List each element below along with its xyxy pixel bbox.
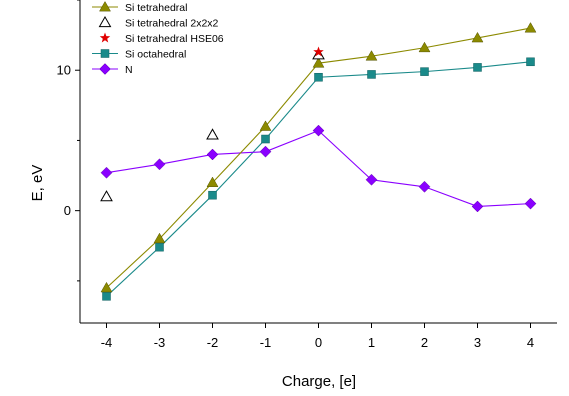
legend-label: Si tetrahedral HSE06 [125, 33, 224, 45]
y-tick-label: 0 [64, 203, 71, 218]
legend-label: Si tetrahedral 2x2x2 [125, 18, 219, 30]
legend-entry: Si tetrahedral 2x2x2 [98, 15, 219, 30]
data-point [206, 176, 219, 187]
data-point [259, 145, 272, 158]
x-tick-label: -4 [101, 335, 113, 350]
x-tick-label: 0 [315, 335, 322, 350]
data-point [259, 120, 272, 131]
data-point [418, 41, 431, 53]
x-tick-label: -2 [207, 335, 219, 350]
legend-label: N [125, 64, 133, 76]
data-point [153, 158, 166, 171]
series-si-tetrahedral-hse06 [313, 46, 324, 57]
x-tick-label: 2 [421, 335, 428, 350]
data-point [155, 242, 164, 252]
data-point [524, 197, 537, 210]
data-point [473, 63, 482, 72]
data-point [208, 190, 217, 200]
plot-axes: -4 -3 -2 -1 0 1 2 3 4 0 10 [57, 0, 557, 350]
data-point [261, 134, 270, 144]
x-tick-label: 3 [474, 335, 481, 350]
legend-marker [99, 32, 111, 43]
data-point [471, 31, 484, 43]
x-tick-label: -1 [260, 335, 272, 350]
data-point [418, 180, 431, 193]
data-point [365, 173, 378, 186]
x-tick-label: 1 [368, 335, 375, 350]
y-tick-label: 10 [57, 63, 71, 78]
data-point [524, 22, 537, 33]
legend-entry: Si tetrahedral HSE06 [99, 32, 224, 45]
data-point [312, 57, 325, 68]
data-point [314, 72, 323, 82]
y-axis-title: E, eV [29, 165, 46, 202]
legend-marker [99, 63, 111, 75]
legend-marker [99, 0, 111, 12]
legend: Si tetrahedral Si tetrahedral 2x2x2 Si tet… [92, 0, 224, 76]
data-point [206, 128, 219, 140]
legend-marker [98, 15, 112, 28]
data-point [102, 292, 111, 301]
data-point [420, 67, 429, 76]
legend-entry: Si octahedral [92, 49, 186, 61]
series-n [100, 124, 537, 213]
data-point [471, 200, 484, 213]
legend-entry: N [92, 63, 133, 76]
data-point [100, 281, 113, 293]
data-point [365, 50, 378, 61]
series-si-tetrahedral [100, 22, 537, 293]
x-tick-label: -3 [154, 335, 166, 350]
data-point [100, 166, 113, 179]
x-tick-label: 4 [527, 335, 534, 350]
legend-label: Si tetrahedral [125, 2, 187, 14]
legend-label: Si octahedral [125, 49, 186, 61]
legend-marker [100, 49, 110, 58]
data-point [153, 232, 166, 244]
data-point [526, 57, 535, 67]
data-point [206, 148, 219, 161]
data-point [100, 190, 113, 202]
series-si-octahedral [102, 57, 535, 301]
data-point [367, 70, 376, 79]
legend-entry: Si tetrahedral [92, 0, 187, 14]
data-point [313, 46, 324, 57]
series-layer [100, 22, 537, 301]
data-point [312, 124, 325, 137]
x-axis-title: Charge, [e] [282, 373, 356, 390]
